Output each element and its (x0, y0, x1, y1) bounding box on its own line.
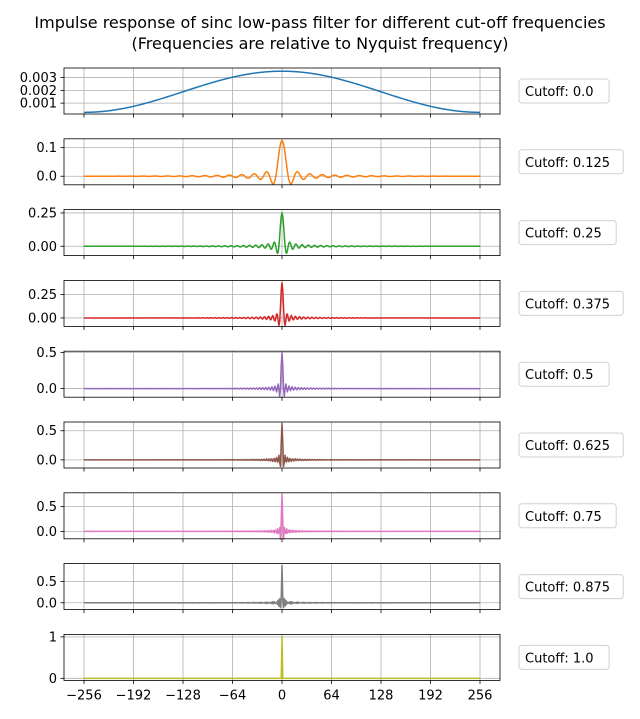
y-tick-label: 0.0 (36, 596, 57, 611)
chart-subtitle: (Frequencies are relative to Nyquist fre… (131, 34, 508, 53)
y-tick-label: 0.0 (36, 170, 57, 185)
legend-box (518, 149, 624, 175)
y-tick-label: 1 (49, 630, 57, 645)
y-tick-label: 0.0 (36, 453, 57, 468)
subplot: 0.0 0.5 Cutoff: 0.75 (36, 492, 617, 543)
legend-box (518, 361, 610, 387)
series-line (84, 636, 480, 680)
y-tick-label: 0 (49, 672, 57, 687)
series-line (84, 70, 480, 114)
legend-box (518, 78, 610, 104)
x-tick-label: −64 (219, 688, 246, 703)
y-tick-label: 0.0 (36, 382, 57, 397)
y-tick-label: 0.001 (20, 97, 57, 112)
legend-label: Cutoff: 0.5 (525, 368, 594, 383)
legend-label: Cutoff: 1.0 (525, 651, 594, 666)
legend-box (518, 432, 624, 458)
series-line (83, 351, 481, 397)
x-tick-label: 192 (418, 688, 443, 703)
x-tick-label: −256 (66, 688, 102, 703)
subplot: 0 1 Cutoff: 1.0 −256 −192 −128 −64 0 64 128 192 256 (49, 630, 610, 703)
x-tick-label: −128 (165, 688, 201, 703)
legend-label: Cutoff: 0.875 (525, 581, 610, 596)
subplot: 0.0 0.5 Cutoff: 0.875 (36, 563, 624, 614)
y-tick-label: 0.003 (20, 71, 57, 86)
series-line (84, 422, 480, 468)
chart-title: Impulse response of sinc low-pass filter… (34, 13, 605, 32)
y-tick-label: 0.5 (36, 575, 57, 590)
y-tick-label: 0.00 (28, 311, 57, 326)
y-tick-label: 0.5 (36, 424, 57, 439)
legend-box (518, 644, 610, 670)
x-tick-label: 64 (323, 688, 340, 703)
y-tick-label: 0.002 (20, 84, 57, 99)
y-tick-label: 0.5 (36, 346, 57, 361)
legend-label: Cutoff: 0.125 (525, 156, 610, 171)
y-tick-label: 0.25 (28, 206, 57, 221)
legend-box (518, 503, 617, 529)
subplot: 0.00 0.25 Cutoff: 0.375 (28, 279, 624, 330)
y-tick-label: 0.25 (28, 288, 57, 303)
y-tick-label: 0.0 (36, 525, 57, 540)
subplot: 0.0 0.1 Cutoff: 0.125 (36, 138, 624, 189)
subplot: 0.0 0.5 Cutoff: 0.625 (36, 421, 624, 472)
legend-box (518, 220, 617, 246)
series-line (83, 139, 481, 185)
legend-label: Cutoff: 0.375 (525, 297, 610, 312)
subplot: 0.00 0.25 Cutoff: 0.25 (28, 206, 617, 260)
y-tick-label: 0.1 (36, 141, 57, 156)
series-line (83, 212, 481, 255)
legend-label: Cutoff: 0.625 (525, 439, 610, 454)
legend-box (518, 574, 624, 600)
y-tick-label: 0.5 (36, 500, 57, 515)
series-line (84, 564, 480, 609)
legend-label: Cutoff: 0.25 (525, 227, 602, 242)
legend-label: Cutoff: 0.75 (525, 510, 602, 525)
series-line (84, 493, 480, 540)
x-tick-label: 256 (468, 688, 493, 703)
subplot: 0.0 0.5 Cutoff: 0.5 (36, 346, 610, 401)
x-tick-label: 128 (369, 688, 394, 703)
x-tick-label: 0 (278, 688, 286, 703)
x-tick-label: −192 (116, 688, 152, 703)
legend-box (518, 290, 624, 316)
series-line (83, 282, 481, 327)
y-tick-label: 0.00 (28, 240, 57, 255)
legend-label: Cutoff: 0.0 (525, 85, 594, 100)
